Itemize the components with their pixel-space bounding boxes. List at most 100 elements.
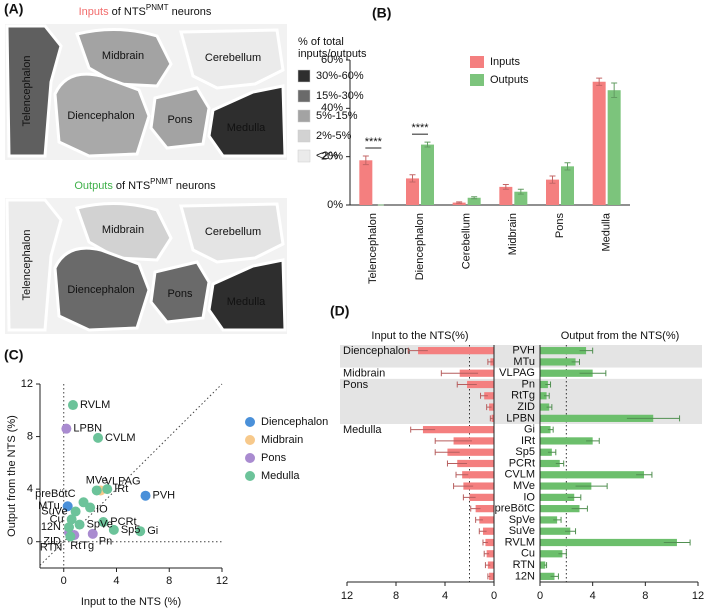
legend-label: 15%-30%	[316, 90, 364, 102]
brain-region	[53, 72, 151, 158]
error-bar	[456, 201, 463, 204]
bar	[485, 538, 494, 547]
y-tick-label: 40%	[321, 102, 343, 114]
title-part: Outputs	[74, 180, 113, 192]
bar	[359, 160, 373, 205]
error-bar	[579, 370, 607, 377]
brain-region-group: Telencephalon	[5, 198, 63, 332]
error-bar	[543, 562, 548, 569]
region-label: Medulla	[227, 122, 266, 134]
bar	[592, 81, 606, 205]
legend-swatch	[297, 149, 311, 163]
legend-marker	[245, 435, 255, 445]
scatter-point	[93, 432, 104, 443]
point-label: IRt	[114, 483, 128, 495]
error-bar	[440, 370, 479, 377]
error-bar	[487, 358, 493, 365]
x-tick-label: 0	[537, 590, 543, 602]
error-bar	[470, 505, 481, 512]
bar	[457, 459, 494, 468]
legend-swatch	[470, 56, 484, 68]
point-label: Gi	[147, 525, 158, 537]
brain-region	[207, 258, 287, 332]
category-label: MVe	[513, 480, 535, 492]
legend-swatch	[297, 129, 311, 143]
x-tick-label: 0	[61, 575, 67, 587]
error-bar	[558, 550, 567, 557]
error-bar	[480, 392, 488, 399]
x-tick-label: Pons	[554, 213, 566, 239]
error-bar	[564, 162, 571, 171]
bar	[540, 538, 677, 547]
bar	[540, 380, 548, 389]
category-label: PCRt	[509, 457, 535, 469]
brain-region-group: Cerebellum	[179, 202, 285, 264]
error-bar	[567, 494, 582, 501]
scatter-point	[66, 514, 77, 525]
x-tick-label: 8	[642, 590, 648, 602]
legend-swatch	[297, 89, 311, 103]
panel-label: (B)	[372, 5, 391, 21]
scatter-point	[74, 519, 85, 530]
scatter-point	[65, 531, 76, 542]
category-label: SuVe	[509, 525, 535, 537]
x-tick-label: 12	[692, 590, 704, 602]
error-bar	[565, 528, 577, 535]
bar	[462, 471, 494, 479]
brain-region	[207, 84, 287, 158]
region-label: Telencephalon	[21, 230, 33, 301]
category-label: ZID	[517, 401, 535, 413]
error-bar	[453, 483, 474, 490]
scatter-point	[91, 485, 102, 496]
x-tick-label: Medulla	[601, 212, 613, 251]
error-bar	[549, 175, 556, 184]
brain-region-group: Diencephalon	[53, 246, 151, 332]
category-label: 12N	[515, 570, 535, 582]
x-axis-label: Input to the NTS (%)	[81, 596, 181, 608]
legend-swatch	[297, 69, 311, 83]
error-bar	[571, 505, 588, 512]
error-bar	[471, 196, 478, 200]
error-bar	[410, 426, 436, 433]
error-bar	[517, 188, 524, 195]
x-tick-label: Cerebellum	[461, 213, 473, 269]
error-bar	[475, 516, 483, 523]
bar	[482, 527, 494, 535]
bar	[422, 426, 494, 434]
panel-label: (D)	[330, 303, 349, 319]
category-label: Sp5	[515, 446, 535, 458]
error-bar	[550, 573, 559, 580]
error-bar	[611, 82, 618, 98]
legend-label: 2%-5%	[316, 130, 352, 142]
category-label: MTu	[513, 356, 535, 368]
brain-region-group: Cerebellum	[179, 28, 285, 90]
region-label: Diencephalon	[67, 110, 134, 122]
error-bar	[663, 539, 691, 546]
significance-label: ****	[365, 136, 383, 148]
error-bar	[362, 155, 369, 166]
brain-region-group: Pons	[149, 260, 211, 324]
legend-label: Medulla	[261, 470, 300, 482]
error-bar	[486, 404, 492, 411]
brain-region-group: Diencephalon	[53, 72, 151, 158]
bar	[540, 414, 654, 422]
brain-region	[75, 28, 173, 88]
brain-region	[149, 86, 211, 150]
region-label: Cerebellum	[205, 226, 261, 238]
category-label: preBötC	[495, 503, 535, 515]
error-bar	[483, 550, 490, 557]
brain-region	[53, 246, 151, 332]
legend-label: 30%-60%	[316, 70, 364, 82]
brain-region-group: Medulla	[207, 84, 287, 158]
point-label: ZID	[43, 535, 61, 547]
y-axis-label: Output from the NTS (%)	[6, 415, 18, 537]
bar	[475, 505, 494, 513]
error-bar	[489, 415, 493, 422]
bar	[540, 550, 563, 558]
bar	[463, 482, 494, 490]
error-bar	[455, 471, 469, 478]
error-bar	[596, 77, 603, 86]
bar	[486, 550, 494, 558]
significance-label: ****	[411, 122, 429, 134]
